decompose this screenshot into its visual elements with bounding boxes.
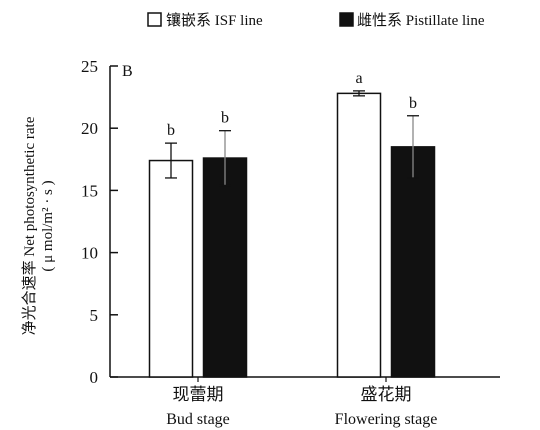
bar-isf-1 xyxy=(336,92,382,378)
legend-label-isf: 镶嵌系 ISF line xyxy=(166,11,263,29)
x-category-label-en: Flowering stage xyxy=(335,411,438,428)
legend: 镶嵌系 ISF line 雌性系 Pistillate line xyxy=(147,11,485,29)
panel-label: B xyxy=(122,63,133,80)
bar-pistillate-0 xyxy=(202,157,248,378)
significance-letter: b xyxy=(221,110,229,127)
x-categories: 现蕾期 Bud stage 盛花期 Flowering stage xyxy=(166,377,437,428)
x-category-label-cn: 盛花期 xyxy=(361,385,412,404)
y-tick-label: 25 xyxy=(81,57,98,76)
y-ticks: 0 5 10 15 20 25 xyxy=(81,57,118,387)
bar-isf-0 xyxy=(148,159,194,378)
y-axis-label-line1: 净光合速率 Net photosynthetic rate xyxy=(21,116,38,335)
y-tick-label: 10 xyxy=(81,244,98,263)
legend-swatch-isf xyxy=(147,12,162,27)
legend-swatch-pistillate xyxy=(339,12,354,27)
x-category-label-en: Bud stage xyxy=(166,411,230,428)
x-category-label-cn: 现蕾期 xyxy=(173,385,224,404)
legend-label-pistillate: 雌性系 Pistillate line xyxy=(357,12,485,29)
y-tick-label: 5 xyxy=(90,306,99,325)
significance-letter: b xyxy=(167,122,175,139)
bar-pistillate-1 xyxy=(390,146,436,378)
y-tick-label: 20 xyxy=(81,119,98,138)
y-axis-title: 净光合速率 Net photosynthetic rate ( μ mol/m²… xyxy=(21,116,56,335)
significance-letter: b xyxy=(409,95,417,112)
y-axis-label-line2: ( μ mol/m² · s ) xyxy=(40,180,56,271)
significance-letter: a xyxy=(355,70,362,87)
y-tick-label: 0 xyxy=(90,368,99,387)
bars: b b a b xyxy=(148,70,436,378)
y-tick-label: 15 xyxy=(81,181,98,200)
